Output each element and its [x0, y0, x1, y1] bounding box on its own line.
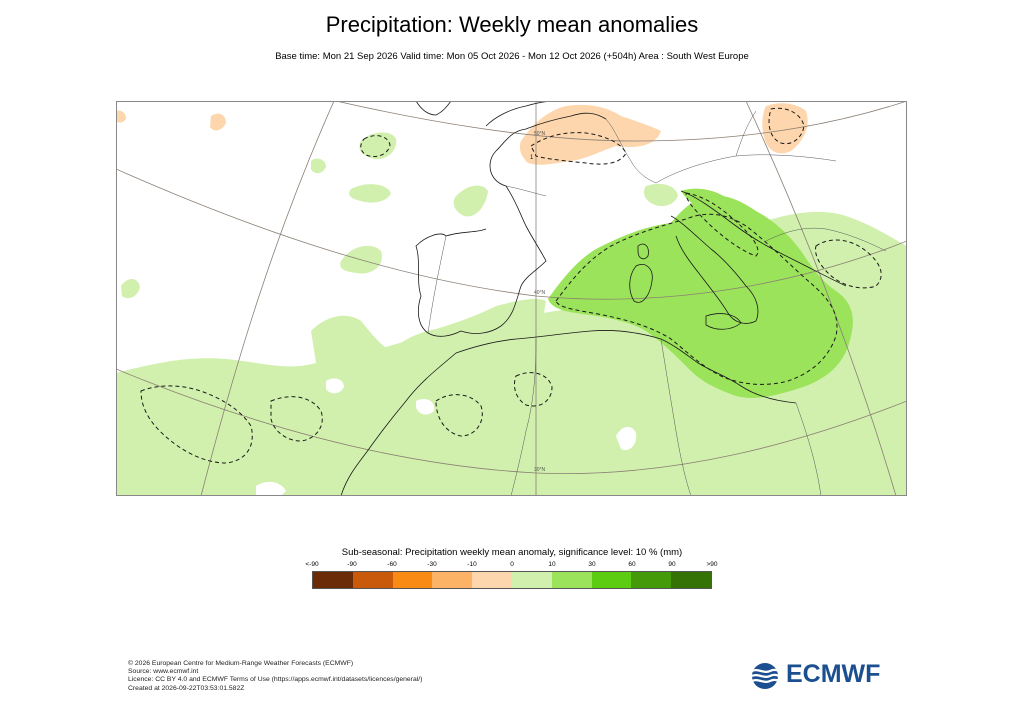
legend-tick-label: 60 — [628, 561, 636, 568]
meridian-east-1 — [745, 101, 897, 496]
neutral-gap-sahara-4 — [416, 399, 435, 415]
parallel-40n — [116, 168, 907, 300]
coast-ireland — [415, 101, 452, 116]
dry-anomaly-atlantic-1 — [210, 113, 226, 131]
wet-anomaly-atlantic-6 — [311, 158, 326, 174]
footer-credits: © 2026 European Centre for Medium-Range … — [128, 660, 422, 693]
legend-tick-label: 10 — [548, 561, 556, 568]
border-algeria-morocco — [510, 338, 537, 496]
legend-tick-label: 90 — [668, 561, 676, 568]
contour-value-label: 1 — [530, 155, 534, 161]
legend-tick-label: -90 — [347, 561, 357, 568]
coast-north-africa — [455, 330, 797, 404]
footer-source: Source: www.ecmwf.int — [128, 668, 199, 676]
contour-sahara-2 — [513, 372, 553, 407]
footer-copyright: © 2026 European Centre for Medium-Range … — [128, 660, 354, 667]
coast-corsica — [637, 243, 649, 260]
ecmwf-logo: ECMWF — [748, 660, 900, 690]
legend-tick-label: 0 — [510, 561, 514, 568]
map-frame — [116, 101, 907, 496]
neutral-gap-sahara-1 — [616, 426, 637, 451]
contour-north-africa-west — [140, 385, 253, 464]
legend-swatch — [432, 572, 473, 588]
coast-sardinia — [629, 264, 653, 303]
ecmwf-logo-text: ECMWF — [786, 660, 881, 688]
wet-anomaly-mediterranean-core — [548, 195, 853, 398]
dry-anomaly-atlantic-2 — [116, 110, 126, 123]
dry-anomaly-germany — [762, 103, 808, 154]
legend-title: Sub-seasonal: Precipitation weekly mean … — [341, 547, 683, 558]
coast-sicily — [705, 313, 742, 330]
contour-france — [530, 132, 627, 165]
anomaly-map: 50°N 40°N 30°N 1 — [116, 101, 907, 496]
wet-anomaly-atlantic-5 — [453, 185, 488, 217]
footer-licence: Licence: CC BY 4.0 and ECMWF Terms of Us… — [128, 676, 423, 684]
page-subtitle: Base time: Mon 21 Sep 2026 Valid time: M… — [275, 51, 749, 62]
country-borders — [427, 110, 887, 496]
graticule-label-40n: 40°N — [534, 290, 546, 296]
coast-france — [495, 112, 607, 152]
neutral-gap-sahara-3 — [326, 378, 344, 394]
footer-created: Created at 2026-09-22T03:53:01.582Z — [128, 684, 245, 692]
parallel-50n — [335, 101, 907, 142]
legend-colorbar — [312, 571, 712, 589]
legend-swatch — [631, 572, 672, 588]
legend-tick-label: 30 — [588, 561, 596, 568]
coast-balkans — [680, 190, 847, 287]
legend-tick-label: -10 — [467, 561, 477, 568]
contour-greece — [815, 239, 882, 289]
wet-anomaly-alps — [643, 183, 678, 207]
contour-north-africa-central — [270, 396, 323, 442]
wet-anomaly-adriatic — [681, 188, 761, 243]
legend-tick-label: -60 — [387, 561, 397, 568]
wet-anomaly-atlantic-4 — [121, 278, 140, 299]
graticule-label-30n: 30°N — [534, 467, 546, 473]
coast-iberia — [415, 150, 547, 337]
legend-tick-label: -30 — [427, 561, 437, 568]
border-algeria-libya — [660, 338, 692, 496]
legend-swatch — [313, 572, 353, 588]
border-balkans — [765, 227, 887, 252]
significance-contours — [140, 107, 882, 464]
wet-anomaly-balkans — [766, 211, 907, 366]
neutral-gap-sahara-2 — [256, 481, 286, 496]
coast-morocco-atlantic — [340, 352, 457, 496]
legend-swatch — [352, 572, 393, 588]
contour-sahara-1 — [435, 394, 483, 437]
legend-swatch — [591, 572, 632, 588]
legend-swatch — [551, 572, 592, 588]
legend-tick-label: <-90 — [305, 561, 319, 568]
graticule-label-50n: 50°N — [534, 131, 546, 137]
legend-ticks: <-90 -90 -60 -30 -10 0 10 30 60 90 >90 — [305, 561, 717, 571]
border-france-germany — [605, 118, 657, 184]
legend-swatch — [472, 572, 512, 588]
meridian-west-1 — [200, 101, 335, 496]
page-title: Precipitation: Weekly mean anomalies — [325, 12, 699, 37]
border-libya-egypt — [795, 402, 822, 496]
legend-swatch — [511, 572, 552, 588]
border-france-spain — [505, 185, 547, 197]
coastlines — [340, 101, 847, 496]
border-central-europe-2 — [735, 110, 757, 157]
contour-mediterranean — [555, 213, 838, 385]
legend-swatch — [392, 572, 433, 588]
contour-adriatic — [685, 192, 759, 257]
contour-germany — [768, 107, 805, 145]
legend-swatch — [671, 572, 711, 588]
coast-italy — [670, 215, 759, 324]
ecmwf-globe-icon — [751, 663, 780, 689]
border-spain-portugal — [427, 235, 447, 334]
legend-tick-label: >90 — [706, 561, 718, 568]
graticule — [116, 101, 907, 496]
contour-atlantic — [360, 135, 391, 158]
wet-anomaly-atlantic-2 — [349, 184, 391, 203]
